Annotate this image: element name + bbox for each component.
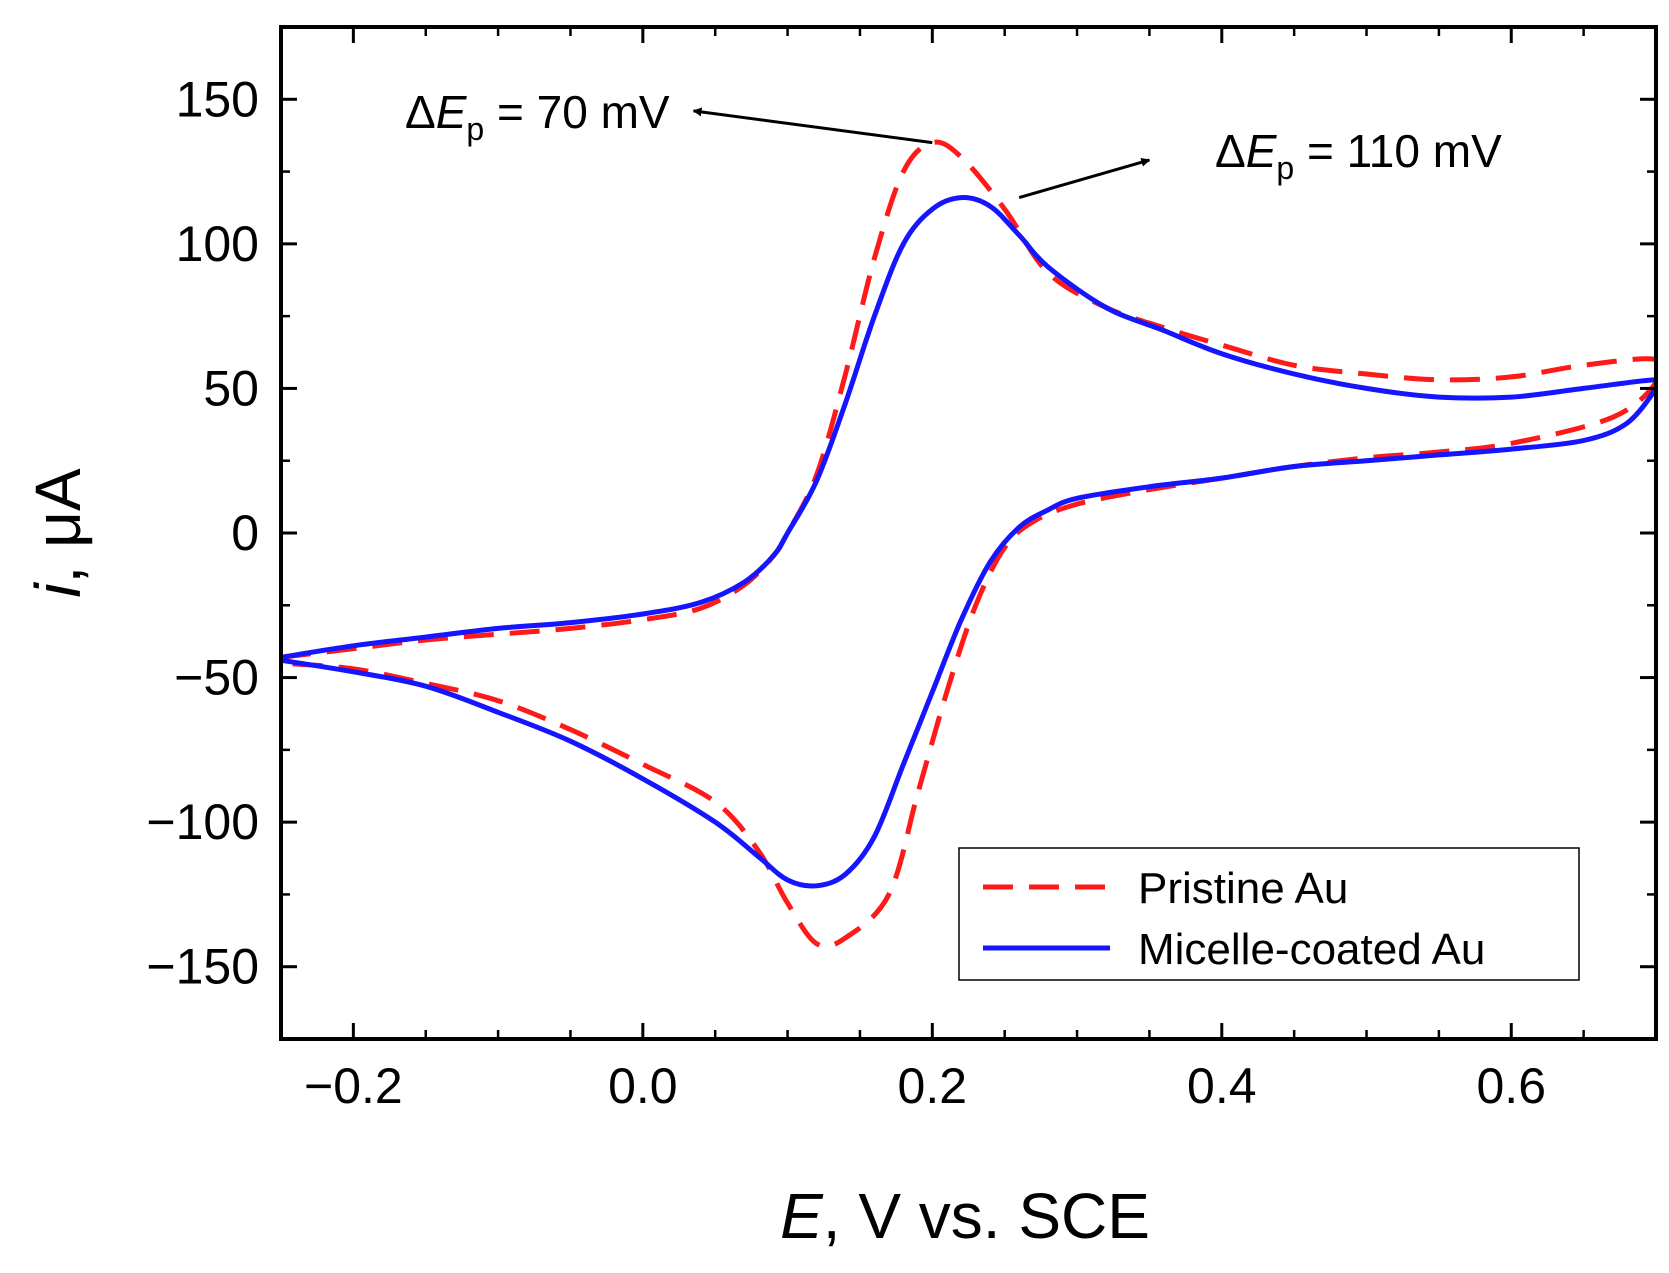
annotation-arrow-micelle [1018,157,1151,200]
x-tick-label: 0.6 [1477,1058,1547,1114]
y-tick-label: 100 [176,216,259,272]
annotation-pristine: ΔEp = 70 mV [405,86,933,147]
y-tick-label: 0 [231,505,259,561]
annotation-label-pristine: ΔEp = 70 mV [405,86,670,147]
legend-label-pristine-au: Pristine Au [1138,864,1348,913]
y-axis-title: i, μA [22,468,94,598]
legend-box [958,847,1580,981]
x-tick-label: 0.0 [608,1058,678,1114]
legend-label-micelle-coated-au: Micelle-coated Au [1138,925,1485,974]
y-tick-label: −50 [174,650,259,706]
plot-frame [279,25,1658,1041]
series-line-micelle-coated-au [281,195,1656,889]
y-tick-label: −100 [146,794,259,850]
series-layer [281,139,1656,949]
tick-layer: −0.2 0.0 0.2 0.4 0.6 150 100 50 0 −50 −100 −150 [146,25,1658,1114]
series-line-pristine-au [281,139,1656,949]
x-tick-label: 0.2 [898,1058,968,1114]
y-tick-label: 50 [203,360,259,416]
annotation-label-micelle: ΔEp = 110 mV [1215,125,1502,186]
y-tick-label: 150 [176,71,259,127]
x-axis-title: E, V vs. SCE [780,1180,1150,1252]
y-tick-label: −150 [146,939,259,995]
x-tick-label: −0.2 [304,1058,403,1114]
legend: Pristine Au Micelle-coated Au [958,847,1580,981]
annotation-micelle: ΔEp = 110 mV [1018,125,1502,200]
annotation-arrow-pristine [692,107,933,145]
annotation-layer: ΔEp = 70 mV ΔEp = 110 mV [405,86,1502,200]
x-tick-label: 0.4 [1187,1058,1257,1114]
